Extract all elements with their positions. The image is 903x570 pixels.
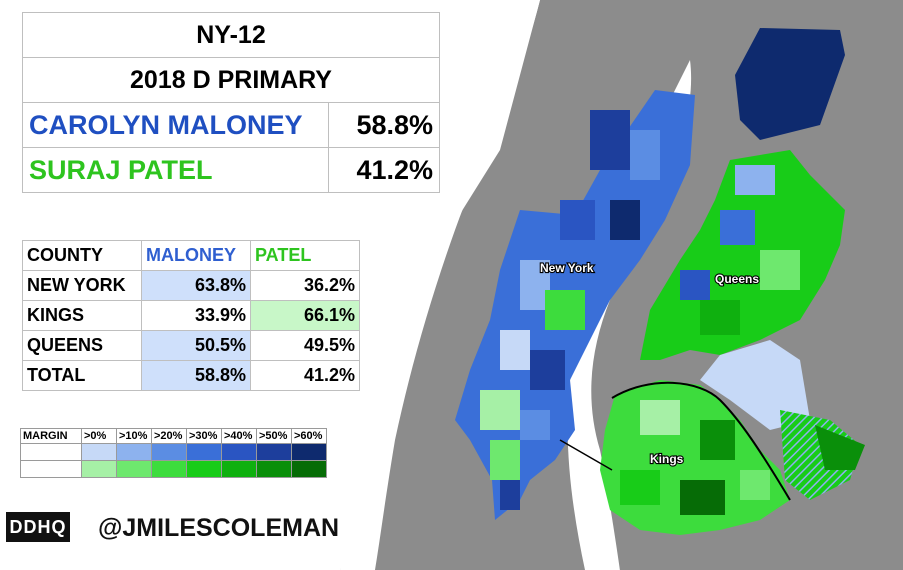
queens-dark-area xyxy=(815,425,865,470)
table-row: KINGS 33.9% 66.1% xyxy=(22,300,360,331)
legend-bin: >20% xyxy=(151,428,187,444)
hudson-river xyxy=(340,0,540,570)
legend-bin: >10% xyxy=(116,428,152,444)
legend-swatch-blue xyxy=(291,443,327,461)
county-name: TOTAL xyxy=(22,360,142,391)
kings-precinct-shades xyxy=(620,400,770,515)
patel-pct: 41.2% xyxy=(250,360,360,391)
legend-swatch-green xyxy=(291,460,327,478)
header-patel: PATEL xyxy=(250,240,360,271)
county-name: QUEENS xyxy=(22,330,142,361)
ddhq-logo: DDHQ xyxy=(6,512,70,542)
header-county: COUNTY xyxy=(22,240,142,271)
candidate-name-maloney: CAROLYN MALONEY xyxy=(22,102,329,148)
legend-bin: >50% xyxy=(256,428,292,444)
map-label-new-york: New York xyxy=(540,261,594,275)
legend-bin: >40% xyxy=(221,428,257,444)
maloney-pct: 63.8% xyxy=(141,270,251,301)
results-summary: NY-12 2018 D PRIMARY CAROLYN MALONEY 58.… xyxy=(22,12,440,193)
county-boundary xyxy=(611,381,791,501)
county-results-table: COUNTY MALONEY PATEL NEW YORK 63.8% 36.2… xyxy=(22,240,360,391)
table-row: NEW YORK 63.8% 36.2% xyxy=(22,270,360,301)
legend-swatch-blue xyxy=(256,443,292,461)
header-maloney: MALONEY xyxy=(141,240,251,271)
table-row: TOTAL 58.8% 41.2% xyxy=(22,360,360,391)
map-label-kings: Kings xyxy=(650,452,684,466)
legend-swatch-green xyxy=(186,460,222,478)
patel-pct: 49.5% xyxy=(250,330,360,361)
maloney-pct: 58.8% xyxy=(141,360,251,391)
legend-swatch-green xyxy=(81,460,117,478)
candidate-pct-maloney: 58.8% xyxy=(328,102,440,148)
candidate-name-patel: SURAJ PATEL xyxy=(22,147,329,193)
table-row: QUEENS 50.5% 49.5% xyxy=(22,330,360,361)
legend-swatch-green xyxy=(221,460,257,478)
legend-swatch-blue xyxy=(186,443,222,461)
legend-swatch-green xyxy=(151,460,187,478)
queens-light-area xyxy=(700,340,810,430)
district-title: NY-12 xyxy=(22,12,440,58)
county-name: NEW YORK xyxy=(22,270,142,301)
legend-swatch-blue xyxy=(221,443,257,461)
legend-swatch-green xyxy=(256,460,292,478)
county-boundary xyxy=(559,439,613,471)
queens-district xyxy=(640,150,845,360)
manhattan-precinct-shades xyxy=(480,110,660,510)
legend-swatch-blue xyxy=(151,443,187,461)
queens-hatched-area xyxy=(780,410,860,500)
legend-label: MARGIN xyxy=(20,428,82,444)
legend-swatch-blue xyxy=(116,443,152,461)
maloney-pct: 33.9% xyxy=(141,300,251,331)
legend-green-row xyxy=(20,460,327,478)
legend-bin: >0% xyxy=(81,428,117,444)
author-credit: @JMILESCOLEMAN xyxy=(98,514,340,542)
logo-text: DDHQ xyxy=(9,516,67,537)
patel-pct: 66.1% xyxy=(250,300,360,331)
legend-swatch-blue xyxy=(81,443,117,461)
legend-empty-cell xyxy=(20,460,82,478)
candidate-pct-patel: 41.2% xyxy=(328,147,440,193)
maloney-pct: 50.5% xyxy=(141,330,251,361)
legend-bin: >30% xyxy=(186,428,222,444)
table-header-row: COUNTY MALONEY PATEL xyxy=(22,240,360,271)
legend-blue-row xyxy=(20,443,327,461)
margin-legend: MARGIN >0% >10% >20% >30% >40% >50% >60% xyxy=(20,428,327,478)
map-label-queens: Queens xyxy=(715,272,759,286)
legend-bin: >60% xyxy=(291,428,327,444)
county-name: KINGS xyxy=(22,300,142,331)
park-area xyxy=(735,28,845,140)
queens-precinct-shades xyxy=(680,165,800,335)
legend-empty-cell xyxy=(20,443,82,461)
patel-pct: 36.2% xyxy=(250,270,360,301)
election-subtitle: 2018 D PRIMARY xyxy=(22,57,440,103)
legend-swatch-green xyxy=(116,460,152,478)
